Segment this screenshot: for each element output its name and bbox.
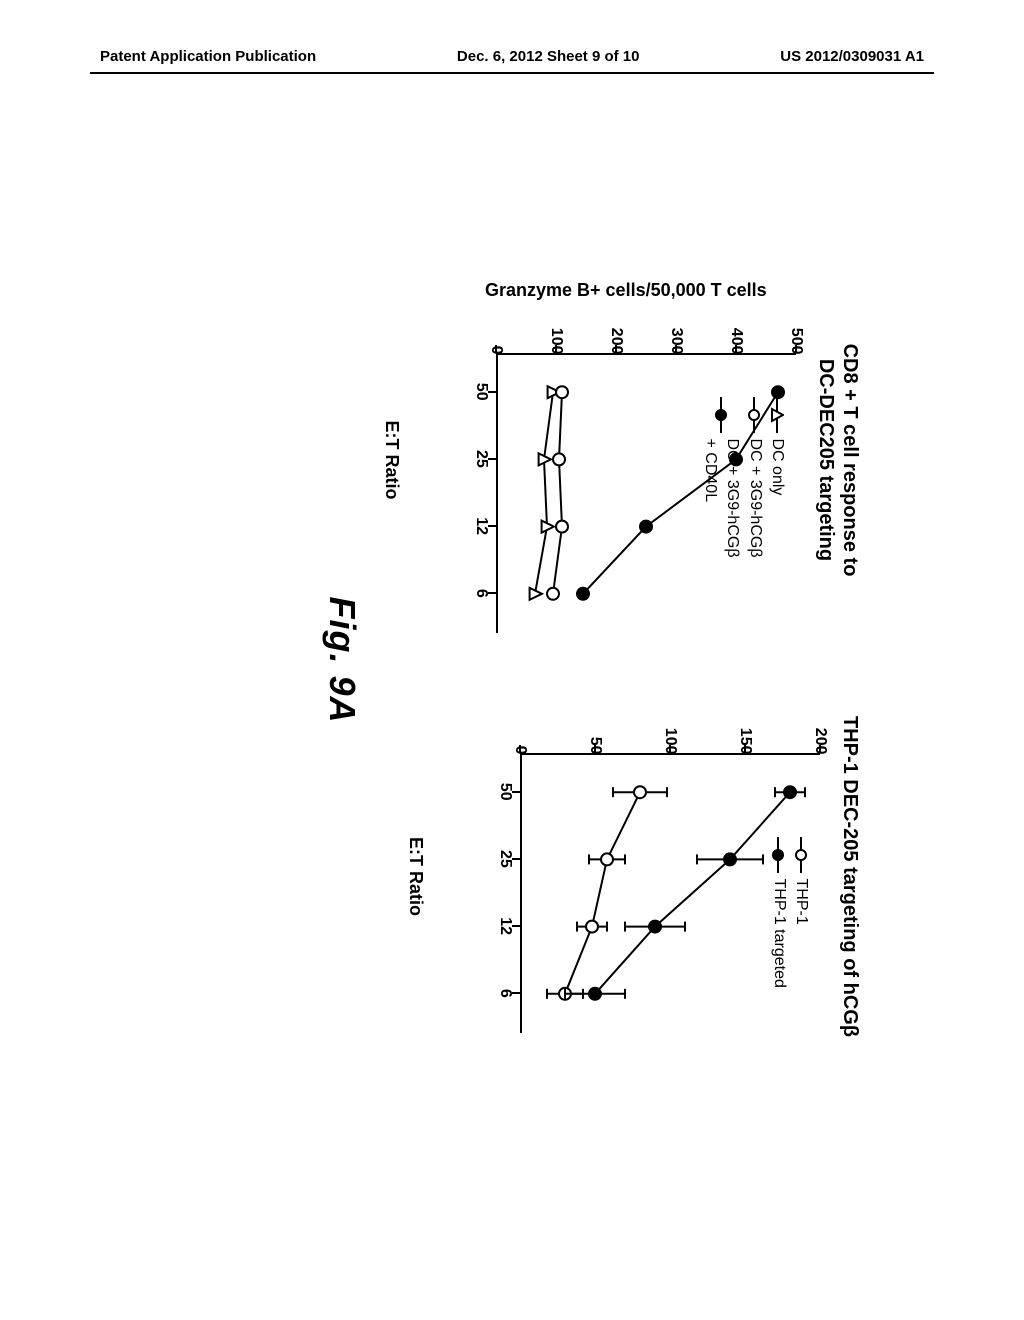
ytick-label: 200 <box>811 728 829 755</box>
left-panel: CD8 + T cell response to DC-DEC205 targe… <box>381 274 862 647</box>
ytick-label: 100 <box>547 328 565 355</box>
ytick-label: 50 <box>586 737 604 755</box>
series-line-dc-3g9-cd40l <box>583 392 778 594</box>
data-point-thp1-targeted <box>589 987 601 999</box>
left-panel-title: CD8 + T cell response to DC-DEC205 targe… <box>814 344 862 577</box>
right-panel-title: THP-1 DEC-205 targeting of hCGβ <box>838 716 862 1037</box>
data-point-dc-3g9 <box>547 587 559 599</box>
xtick-label: 50 <box>472 383 490 401</box>
figure-label: Fig. 9A <box>321 110 363 1210</box>
left-ylabel: Granzyme B+ cells/50,000 T cells <box>466 274 786 307</box>
data-point-dc-3g9-cd40l <box>730 453 742 465</box>
data-point-thp1 <box>586 920 598 932</box>
ytick-label: 400 <box>727 328 745 355</box>
data-point-dc-3g9 <box>553 453 565 465</box>
xtick-label: 25 <box>472 450 490 468</box>
data-point-thp1-targeted <box>649 920 661 932</box>
data-point-dc-3g9-cd40l <box>772 386 784 398</box>
data-point-dc-3g9-cd40l <box>640 520 652 532</box>
ytick-label: 0 <box>511 746 529 755</box>
header-left: Patent Application Publication <box>100 48 316 65</box>
data-point-dc-3g9 <box>556 520 568 532</box>
data-point-thp1-targeted <box>724 853 736 865</box>
panels-row: CD8 + T cell response to DC-DEC205 targe… <box>381 110 862 1210</box>
series-line-thp1 <box>565 792 640 994</box>
series-line-dc-only <box>535 392 553 594</box>
data-point-dc-3g9-cd40l <box>577 587 589 599</box>
left-xlabel: E:T Ratio <box>381 421 402 500</box>
right-xlabel: E:T Ratio <box>405 837 426 916</box>
data-point-dc-3g9 <box>556 386 568 398</box>
right-plot-area: THP-1THP-1 targeted 0501001502005025126 <box>470 707 830 1047</box>
header-right: US 2012/0309031 A1 <box>780 48 924 65</box>
xtick-label: 6 <box>472 589 490 598</box>
ytick-label: 200 <box>607 328 625 355</box>
ytick-label: 0 <box>487 346 505 355</box>
xtick-label: 12 <box>496 917 514 935</box>
header-rule <box>90 72 934 74</box>
ytick-label: 500 <box>787 328 805 355</box>
xtick-label: 25 <box>496 850 514 868</box>
left-plot-area: DC onlyDC + 3G9-hCGβDC + 3G9-hCGβ + CD40… <box>446 307 806 647</box>
xtick-label: 6 <box>496 989 514 998</box>
header-center: Dec. 6, 2012 Sheet 9 of 10 <box>457 48 640 65</box>
data-point-thp1 <box>601 853 613 865</box>
ytick-label: 100 <box>661 728 679 755</box>
data-point-thp1 <box>634 786 646 798</box>
series-line-dc-3g9 <box>553 392 562 594</box>
left-chart-row: Granzyme B+ cells/50,000 T cells DC only… <box>446 274 806 647</box>
left-series-svg <box>496 353 796 633</box>
right-panel: THP-1 DEC-205 targeting of hCGβ THP-1THP… <box>405 707 862 1047</box>
data-point-thp1-targeted <box>784 786 796 798</box>
right-series-svg <box>520 753 820 1033</box>
right-chart-row: THP-1THP-1 targeted 0501001502005025126 <box>470 707 830 1047</box>
figure-9a: CD8 + T cell response to DC-DEC205 targe… <box>162 110 862 1210</box>
xtick-label: 50 <box>496 783 514 801</box>
page-header: Patent Application Publication Dec. 6, 2… <box>0 48 1024 65</box>
ytick-label: 300 <box>667 328 685 355</box>
xtick-label: 12 <box>472 517 490 535</box>
ytick-label: 150 <box>736 728 754 755</box>
